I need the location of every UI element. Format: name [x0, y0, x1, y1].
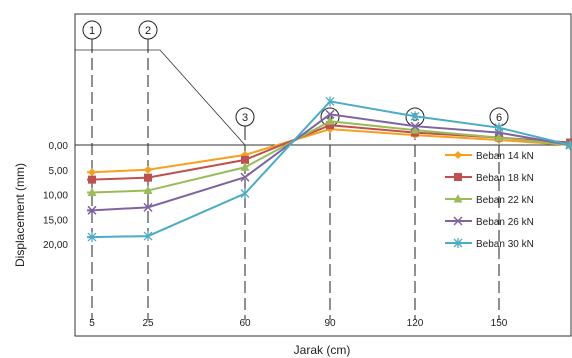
legend-label: Beban 30 kN	[476, 239, 534, 250]
legend-item: Beban 18 kN	[445, 173, 534, 184]
load-profile-line	[75, 49, 246, 146]
data-point	[88, 175, 96, 184]
legend-marker	[454, 151, 462, 159]
data-point	[144, 173, 152, 182]
data-point	[143, 185, 153, 195]
data-point	[88, 168, 96, 177]
series-line	[87, 113, 571, 212]
data-point	[410, 125, 420, 134]
x-tick-label: 5	[89, 318, 95, 329]
marker-label-2: 2	[145, 25, 151, 37]
legend-item: Beban 14 kN	[445, 151, 534, 162]
series-3	[87, 116, 572, 197]
legend-marker	[453, 194, 463, 203]
legend: Beban 14 kN Beban 18 kN Beban 22 kN Beban 2…	[445, 151, 534, 250]
data-point	[144, 165, 152, 174]
legend-item: Beban 30 kN	[445, 238, 534, 250]
data-point	[325, 96, 335, 107]
y-axis-ticks: 0,00 5,00 10,00 15,00 20,00	[43, 141, 68, 251]
y-tick-label: 15,00	[43, 215, 68, 226]
x-tick-label: 150	[491, 318, 508, 329]
x-tick-label: 60	[239, 318, 251, 329]
data-point	[410, 111, 420, 122]
series-5	[87, 96, 572, 243]
legend-label: Beban 14 kN	[476, 151, 534, 162]
data-point	[494, 132, 504, 142]
x-tick-label: 120	[407, 318, 424, 329]
legend-label: Beban 22 kN	[476, 195, 534, 206]
x-tick-label: 90	[324, 318, 336, 329]
y-tick-label: 10,00	[43, 191, 68, 202]
legend-item: Beban 22 kN	[445, 194, 534, 206]
data-point	[87, 187, 97, 197]
marker-label-3: 3	[242, 112, 248, 124]
data-point	[410, 121, 420, 131]
data-point	[241, 155, 249, 164]
y-tick-label: 0,00	[49, 141, 69, 152]
data-point	[326, 121, 334, 130]
legend-item: Beban 26 kN	[445, 216, 534, 228]
legend-label: Beban 18 kN	[476, 173, 534, 184]
data-point	[143, 202, 153, 212]
y-tick-label: 5,00	[49, 166, 69, 177]
data-point	[87, 205, 97, 215]
x-axis-label: Jarak (cm)	[294, 343, 351, 357]
marker-label-6: 6	[496, 112, 502, 124]
legend-marker	[453, 216, 463, 226]
x-tick-label: 25	[142, 318, 154, 329]
legend-label: Beban 26 kN	[476, 217, 534, 228]
x-axis-ticks: 5 25 60 90 120 150	[89, 318, 508, 329]
data-point	[143, 231, 153, 242]
legend-marker	[453, 238, 463, 248]
y-axis-label: Displacement (mm)	[13, 163, 27, 267]
y-tick-label: 20,00	[43, 240, 68, 251]
series-line	[87, 100, 571, 239]
data-point	[325, 116, 335, 125]
series-lines	[87, 96, 572, 243]
legend-marker	[454, 173, 462, 181]
data-point	[565, 140, 572, 150]
data-point	[325, 109, 335, 119]
data-point	[240, 162, 250, 171]
series-line	[87, 120, 571, 194]
data-point	[87, 232, 97, 243]
data-point	[240, 188, 250, 199]
marker-label-1: 1	[89, 25, 95, 37]
plot-frame	[74, 13, 572, 337]
data-point	[494, 122, 504, 133]
data-point	[240, 172, 250, 182]
